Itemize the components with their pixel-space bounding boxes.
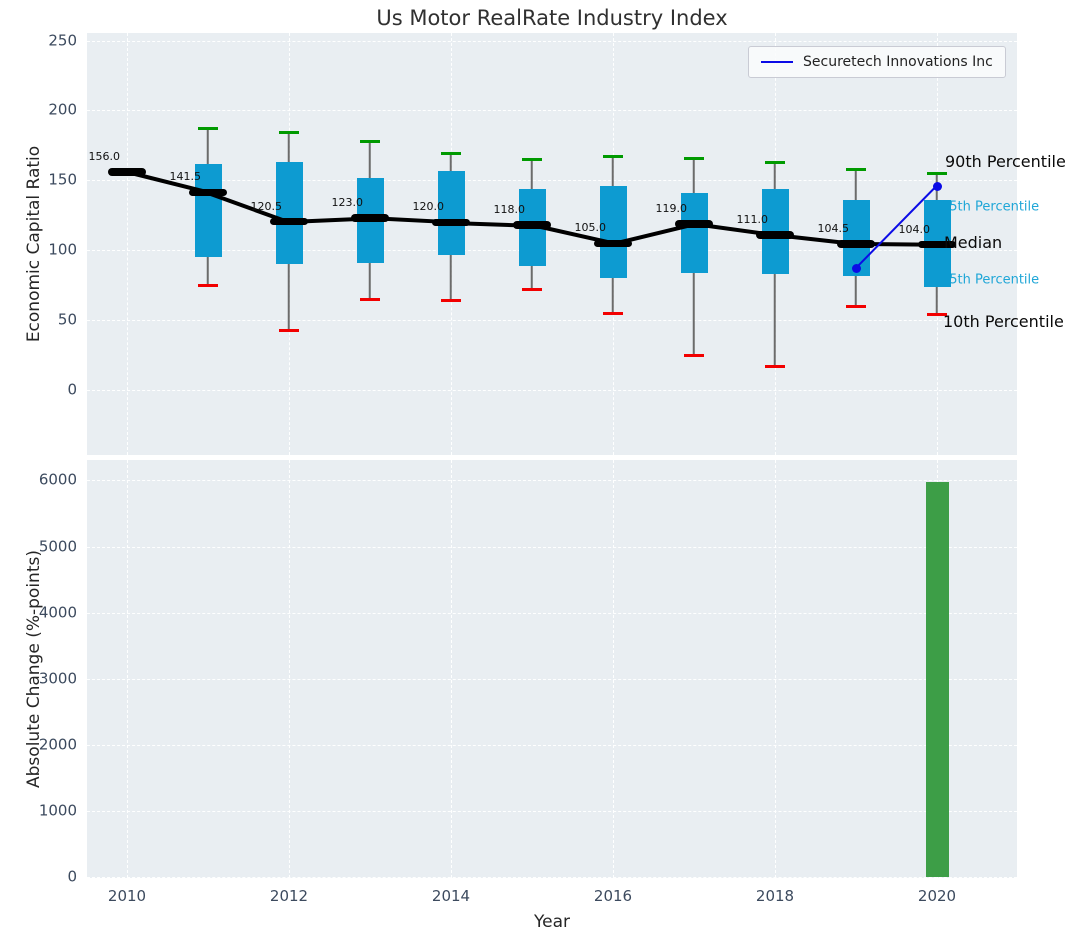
median-marker-2014 — [432, 219, 470, 227]
cap-90th-2020 — [927, 172, 947, 175]
gridline-v — [451, 460, 452, 878]
y-tick-label: 4000 — [17, 605, 77, 620]
median-marker-2013 — [351, 214, 389, 222]
median-value-label-2012: 120.5 — [222, 200, 282, 213]
median-value-label-2018: 111.0 — [708, 213, 768, 226]
y-tick-label: 250 — [17, 33, 77, 48]
y-tick-label: 0 — [17, 870, 77, 885]
gridline-h — [87, 745, 1017, 746]
y-tick-label: 100 — [17, 243, 77, 258]
series-point-marker — [852, 264, 861, 273]
cap-90th-2017 — [684, 157, 704, 160]
cap-90th-2011 — [198, 127, 218, 130]
cap-10th-2015 — [522, 288, 542, 291]
gridline-h — [87, 679, 1017, 680]
gridline-h — [87, 811, 1017, 812]
cap-10th-2018 — [765, 365, 785, 368]
gridline-h — [87, 390, 1017, 391]
gridline-v — [775, 460, 776, 878]
median-marker-2012 — [270, 218, 308, 226]
y-tick-label: 6000 — [17, 473, 77, 488]
y-tick-label: 150 — [17, 173, 77, 188]
annotation-median: Median — [944, 235, 1002, 251]
cap-90th-2016 — [603, 155, 623, 158]
median-value-label-2011: 141.5 — [141, 170, 201, 183]
median-value-label-2019: 104.5 — [789, 222, 849, 235]
x-tick-label: 2012 — [270, 889, 308, 904]
annotation-75th-percentile: 75th Percentile — [941, 200, 1039, 213]
median-value-label-2010: 156.0 — [60, 150, 120, 163]
cap-90th-2014 — [441, 152, 461, 155]
gridline-v — [289, 460, 290, 878]
y-tick-label: 200 — [17, 103, 77, 118]
legend-label: Securetech Innovations Inc — [803, 54, 993, 70]
gridline-h — [87, 480, 1017, 481]
gridline-v — [613, 460, 614, 878]
y-tick-label: 1000 — [17, 803, 77, 818]
gridline-h — [87, 180, 1017, 181]
annotation-25th-percentile: 25th Percentile — [941, 273, 1039, 286]
cap-10th-2014 — [441, 299, 461, 302]
x-tick-label: 2020 — [918, 889, 956, 904]
y-tick-label: 0 — [17, 383, 77, 398]
y-tick-label: 2000 — [17, 737, 77, 752]
cap-10th-2011 — [198, 284, 218, 287]
gridline-h — [87, 320, 1017, 321]
cap-10th-2012 — [279, 329, 299, 332]
cap-10th-2019 — [846, 305, 866, 308]
figure: Us Motor RealRate Industry Index Economi… — [0, 0, 1079, 942]
gridline-h — [87, 877, 1017, 878]
annotation-90th-percentile: 90th Percentile — [945, 154, 1066, 170]
median-value-label-2017: 119.0 — [627, 202, 687, 215]
median-value-label-2013: 123.0 — [303, 196, 363, 209]
box-2012 — [276, 162, 303, 264]
cap-90th-2019 — [846, 168, 866, 171]
y-tick-label: 3000 — [17, 671, 77, 686]
gridline-h — [87, 250, 1017, 251]
median-value-label-2014: 120.0 — [384, 200, 444, 213]
y-tick-label: 50 — [17, 313, 77, 328]
series-point-marker — [933, 182, 942, 191]
chart-title: Us Motor RealRate Industry Index — [87, 6, 1017, 30]
cap-90th-2013 — [360, 140, 380, 143]
legend: Securetech Innovations Inc — [748, 46, 1006, 78]
x-axis-label: Year — [87, 912, 1017, 932]
x-tick-label: 2014 — [432, 889, 470, 904]
legend-line-swatch — [761, 61, 793, 64]
median-value-label-2016: 105.0 — [546, 221, 606, 234]
y-tick-label: 5000 — [17, 539, 77, 554]
gridline-h — [87, 613, 1017, 614]
median-marker-2016 — [594, 240, 632, 248]
cap-10th-2016 — [603, 312, 623, 315]
cap-90th-2018 — [765, 161, 785, 164]
gridline-h — [87, 41, 1017, 42]
cap-90th-2012 — [279, 131, 299, 134]
cap-10th-2017 — [684, 354, 704, 357]
x-tick-label: 2010 — [108, 889, 146, 904]
annotation-10th-percentile: 10th Percentile — [943, 314, 1064, 330]
gridline-v — [127, 460, 128, 878]
median-marker-2011 — [189, 189, 227, 197]
cap-90th-2015 — [522, 158, 542, 161]
gridline-v — [127, 33, 128, 455]
median-value-label-2015: 118.0 — [465, 203, 525, 216]
cap-10th-2013 — [360, 298, 380, 301]
x-tick-label: 2016 — [594, 889, 632, 904]
x-tick-label: 2018 — [756, 889, 794, 904]
bar-2020 — [926, 482, 949, 877]
gridline-h — [87, 547, 1017, 548]
bottom-axes — [87, 460, 1017, 878]
median-marker-2019 — [837, 240, 875, 248]
gridline-h — [87, 110, 1017, 111]
